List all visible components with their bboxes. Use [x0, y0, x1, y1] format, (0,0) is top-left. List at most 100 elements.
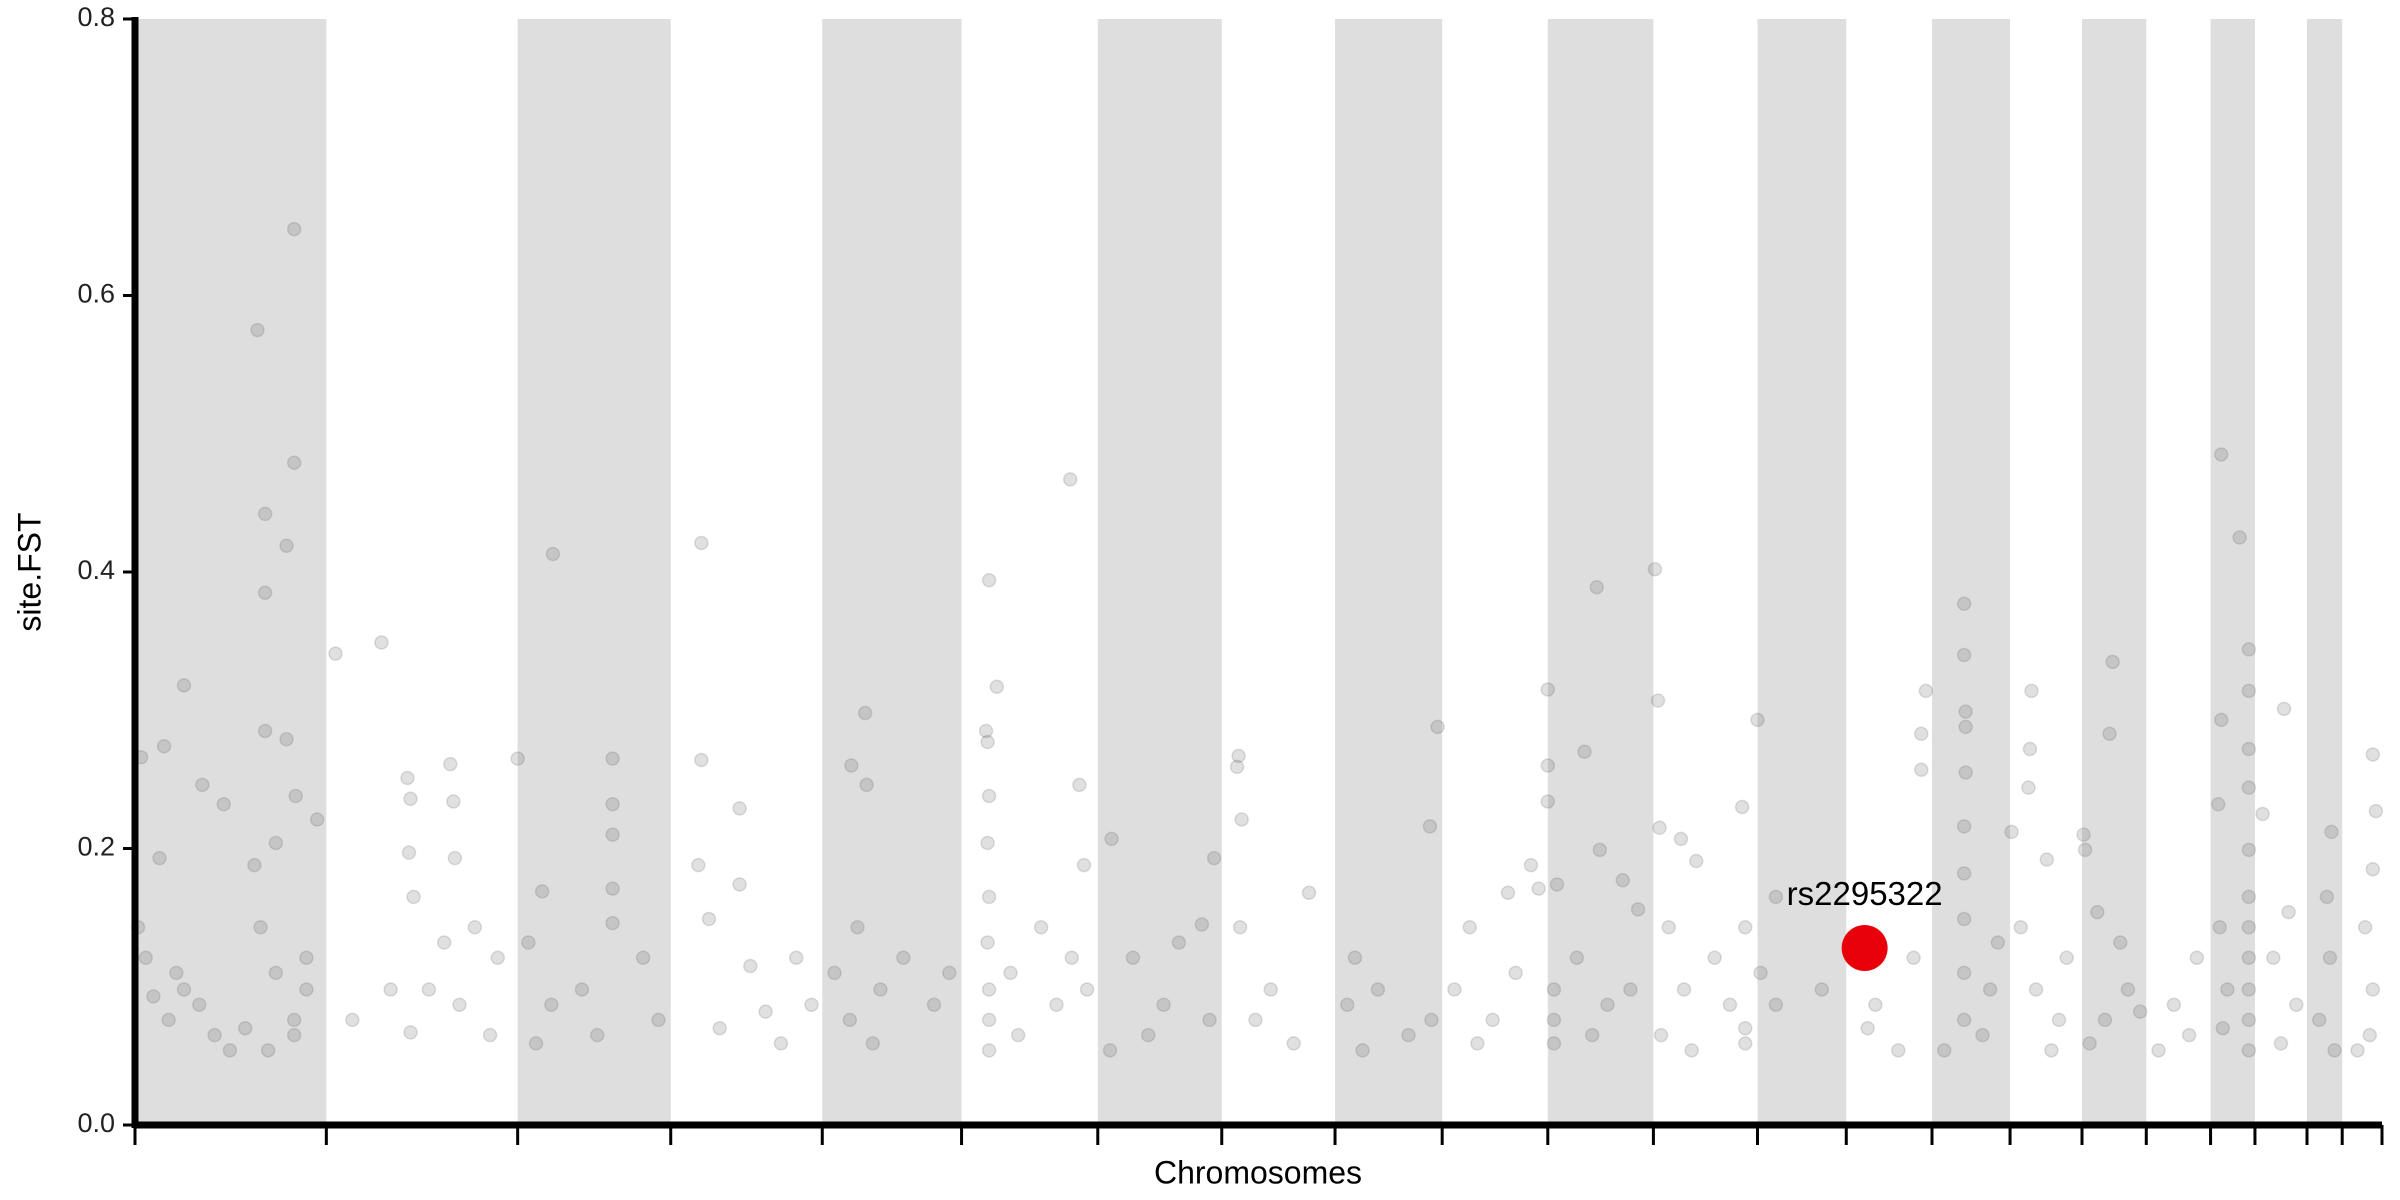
chromosome-band	[1097, 19, 1222, 1125]
snp-point	[406, 889, 421, 905]
snp-point	[1194, 917, 1210, 932]
snp-point	[850, 920, 865, 935]
point-layer	[130, 221, 2384, 1058]
snp-point	[2324, 824, 2339, 840]
snp-point	[2241, 1012, 2257, 1028]
snp-point	[1072, 777, 1087, 793]
snp-point	[605, 827, 620, 842]
snp-point	[216, 797, 232, 812]
snp-point	[1540, 794, 1556, 809]
snp-point	[2097, 1012, 2113, 1028]
snp-point	[1355, 1043, 1370, 1058]
snp-point	[534, 884, 550, 899]
snp-point	[288, 788, 303, 804]
snp-point	[2241, 683, 2257, 699]
snp-point	[859, 777, 874, 793]
snp-point	[2082, 1036, 2097, 1051]
snp-point	[1470, 1036, 1485, 1051]
snp-point	[482, 1027, 498, 1043]
snp-point	[1540, 682, 1556, 697]
snp-point	[257, 585, 273, 600]
snp-point	[694, 752, 709, 768]
snp-point	[981, 889, 997, 905]
snp-point	[2090, 904, 2105, 920]
snp-point	[443, 756, 458, 772]
snp-point	[1500, 885, 1516, 900]
snp-point	[1156, 997, 1171, 1012]
snp-point	[279, 538, 294, 553]
snp-point	[1860, 1020, 1875, 1036]
snp-point	[2215, 1020, 2231, 1036]
snp-point	[176, 982, 192, 997]
snp-point	[1737, 920, 1753, 935]
snp-point	[1079, 982, 1095, 997]
snp-point	[2076, 827, 2091, 842]
snp-point	[2212, 920, 2228, 935]
snp-point	[732, 801, 747, 816]
snp-point	[1485, 1012, 1500, 1028]
snp-point	[788, 950, 804, 965]
y-tick-label: 0.8	[77, 2, 115, 32]
snp-point	[873, 982, 888, 997]
snp-point	[1936, 1043, 1952, 1058]
snp-point	[2214, 447, 2229, 462]
snp-point	[981, 1043, 997, 1058]
chromosome-band	[1931, 19, 2011, 1125]
snp-point	[1049, 997, 1064, 1012]
snp-point	[635, 950, 651, 965]
highlight-label: rs2295322	[1787, 875, 1943, 912]
snp-point	[2365, 747, 2381, 762]
snp-point	[195, 777, 210, 793]
snp-point	[2276, 701, 2292, 717]
snp-point	[250, 322, 265, 338]
snp-point	[401, 845, 417, 860]
snp-point	[1990, 935, 2006, 950]
snp-point	[1424, 1012, 1439, 1028]
snp-point	[1630, 902, 1646, 917]
snp-point	[400, 770, 415, 786]
snp-point	[844, 758, 859, 773]
snp-point	[942, 965, 957, 981]
snp-point	[328, 646, 343, 661]
snp-point	[1546, 1012, 1562, 1028]
snp-point	[773, 1036, 789, 1051]
snp-point	[2241, 741, 2257, 757]
snp-point	[253, 920, 268, 935]
snp-point	[1531, 881, 1546, 896]
snp-point	[1232, 920, 1248, 935]
snp-point	[1171, 935, 1187, 950]
snp-point	[2151, 1043, 2166, 1058]
snp-point	[1707, 950, 1722, 965]
snp-point	[1906, 950, 1921, 965]
snp-point	[452, 997, 467, 1012]
snp-point	[1956, 911, 1972, 927]
snp-point	[421, 982, 437, 997]
snp-point	[701, 911, 717, 927]
snp-point	[2365, 861, 2381, 877]
snp-point	[383, 982, 398, 997]
snp-point	[521, 935, 536, 950]
snp-point	[981, 1012, 997, 1028]
snp-point	[2028, 982, 2044, 997]
snp-point	[1982, 982, 1998, 997]
snp-point	[1540, 758, 1556, 773]
snp-point	[981, 788, 997, 804]
highlight-point	[1841, 925, 1888, 972]
snp-point	[2232, 530, 2247, 545]
snp-point	[1956, 647, 1972, 663]
snp-point	[1868, 997, 1883, 1012]
snp-point	[1549, 877, 1565, 892]
snp-point	[605, 915, 620, 931]
snp-point	[268, 965, 284, 981]
snp-point	[2214, 712, 2229, 728]
snp-point	[1722, 997, 1738, 1012]
snp-point	[2241, 842, 2257, 858]
snp-point	[1753, 965, 1768, 981]
snp-point	[446, 794, 461, 809]
snp-point	[286, 1012, 302, 1028]
snp-point	[605, 797, 620, 812]
snp-point	[2362, 1027, 2378, 1043]
snp-point	[152, 850, 167, 866]
snp-point	[732, 877, 747, 892]
snp-point	[1956, 596, 1972, 612]
